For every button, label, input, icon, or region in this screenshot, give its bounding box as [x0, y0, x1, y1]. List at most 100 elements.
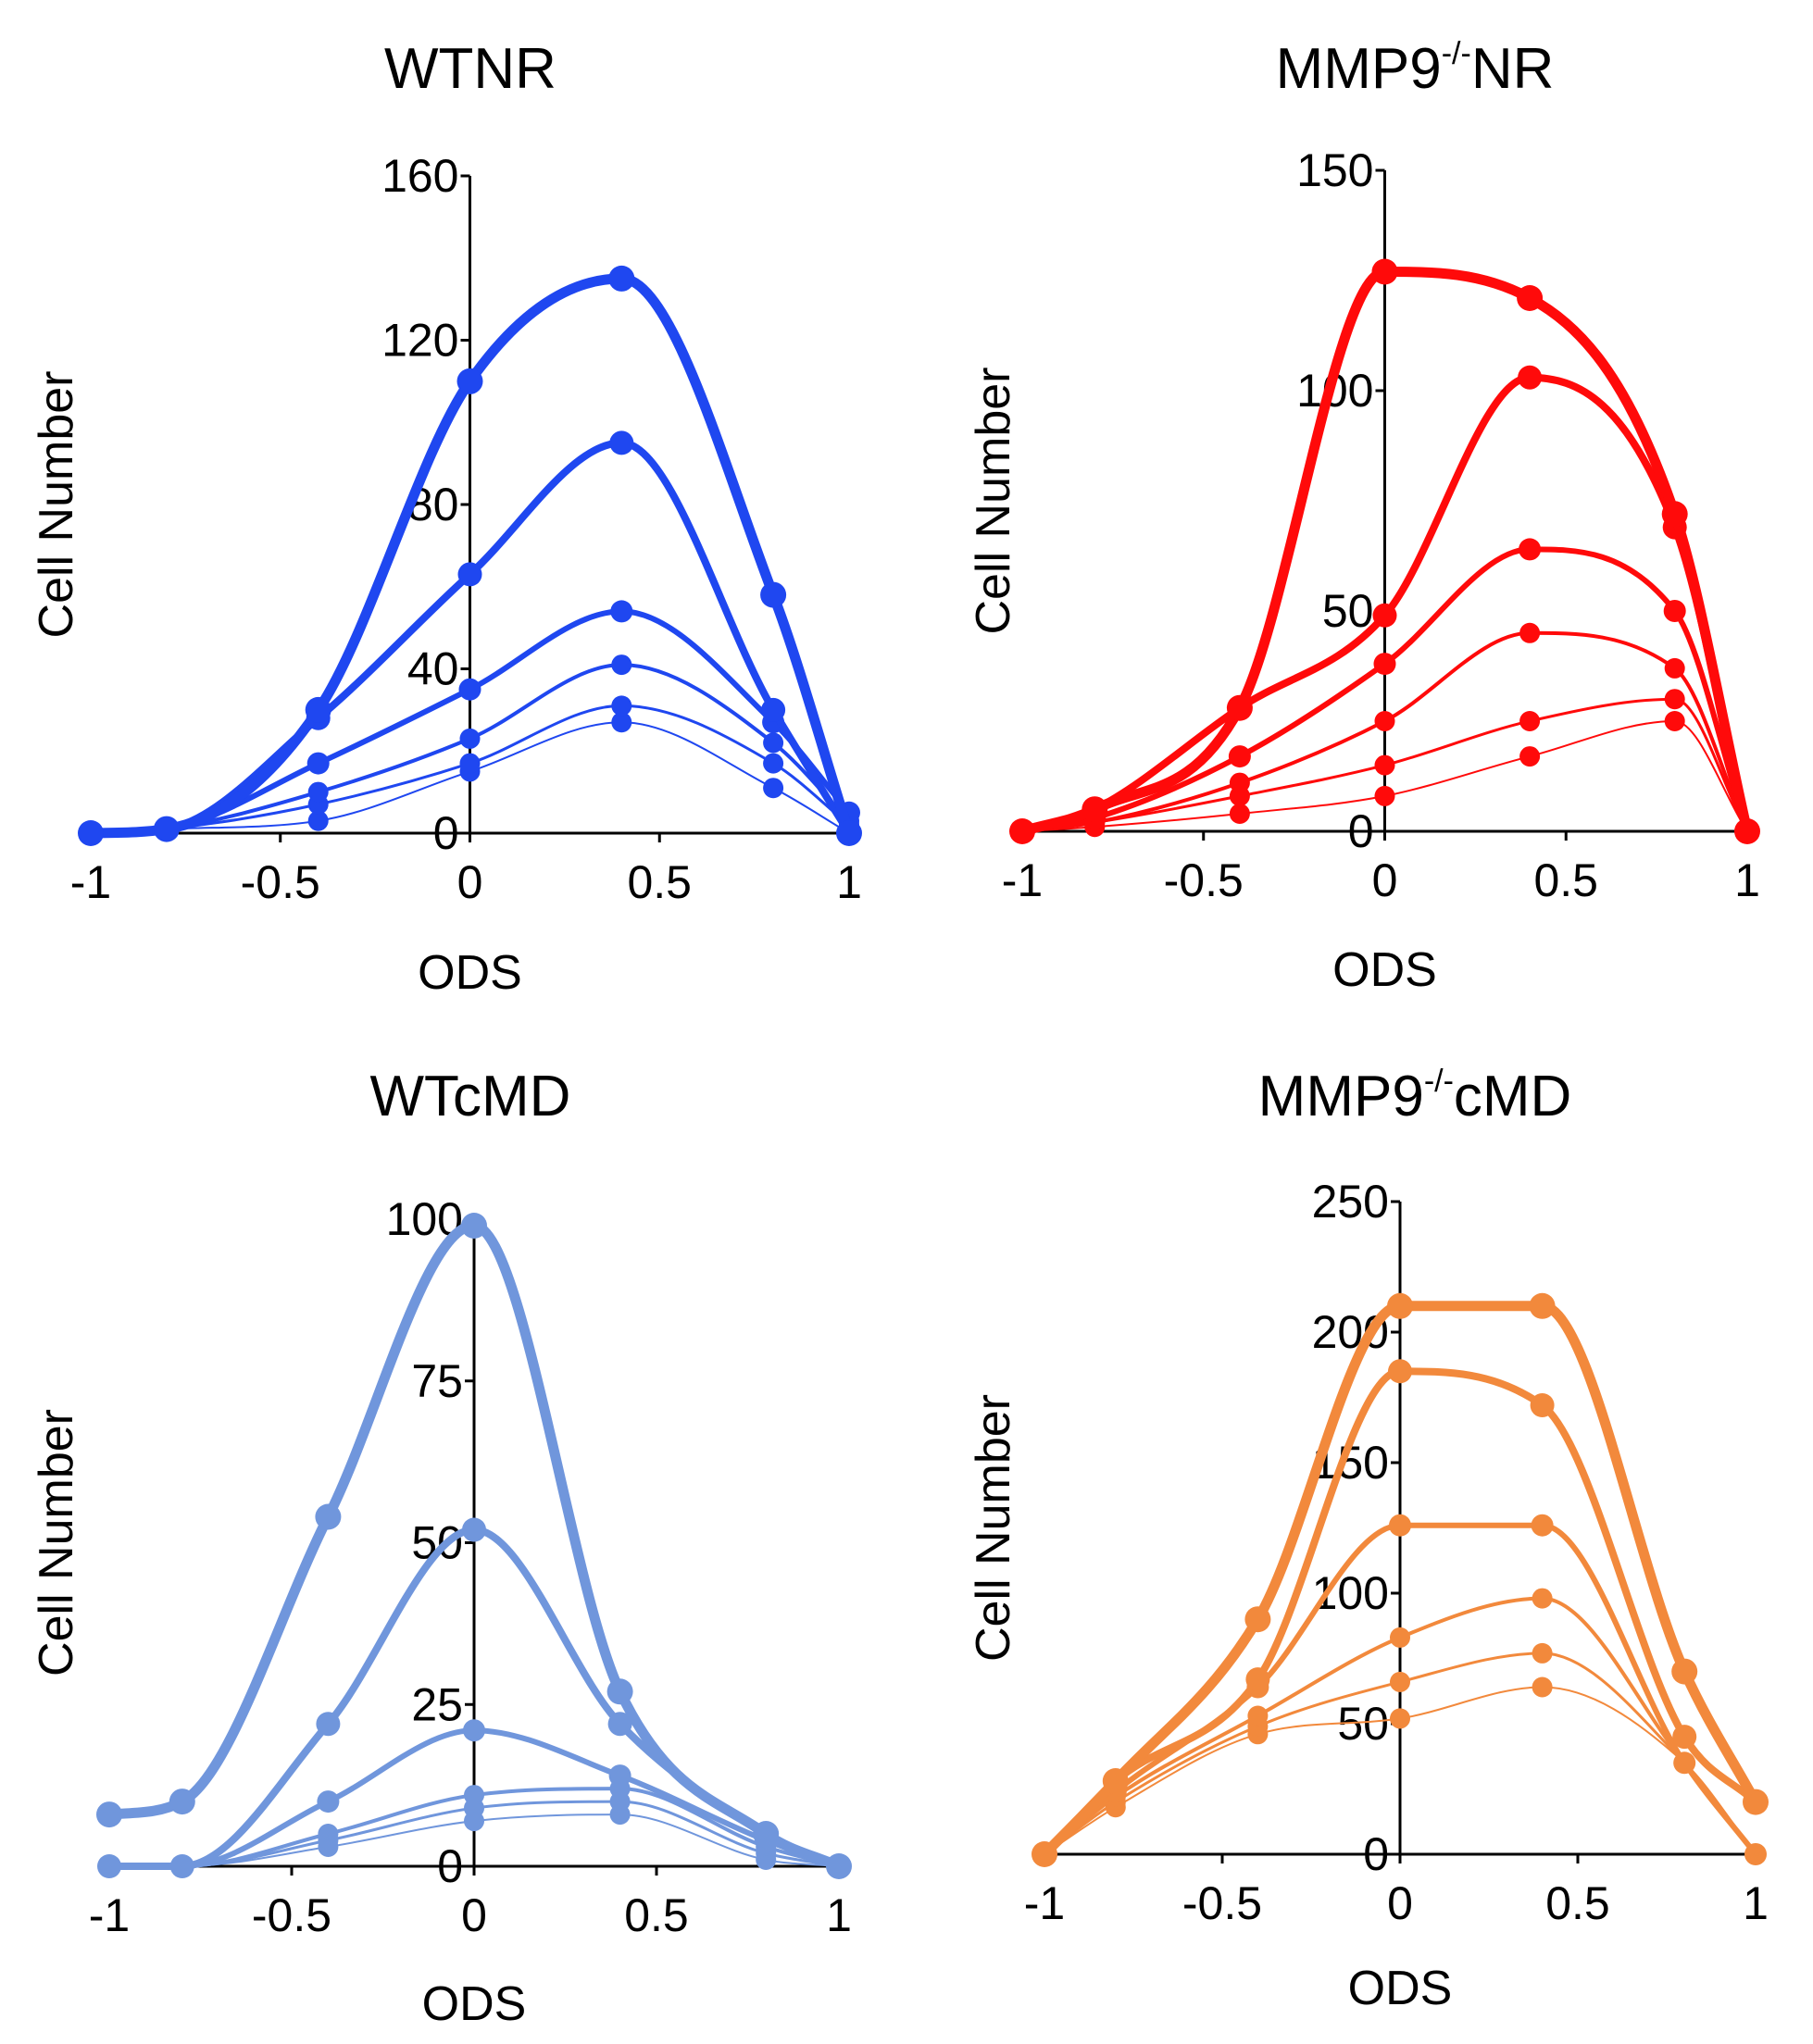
x-tick-label: -0.5: [252, 1889, 331, 1941]
data-point-series-3: [1389, 1514, 1411, 1537]
data-point-series-6: [1374, 785, 1395, 806]
x-tick-label: -0.5: [1164, 854, 1244, 906]
data-point-series-5: [611, 695, 632, 717]
x-tick-label: 0: [461, 1889, 487, 1941]
data-point-series-1: [1009, 818, 1035, 844]
y-axis-label: Cell Number: [967, 368, 1020, 635]
chart-panel-mmp9cmd: MMP9-/-cMD-1 -0.5 0 0.5 1050100150200250ODSC…: [967, 1064, 1769, 2015]
data-point-series-5: [1664, 689, 1685, 710]
data-point-series-1: [753, 1821, 780, 1847]
data-point-series-1: [760, 581, 787, 608]
data-point-series-1: [1082, 796, 1108, 823]
data-point-series-6: [1519, 746, 1541, 767]
y-tick-label: 100: [1312, 1567, 1389, 1619]
chart-title: MMP9-/-NR: [1276, 36, 1555, 101]
data-point-series-6: [763, 778, 784, 799]
chart-title-suffix: cMD: [1454, 1065, 1571, 1128]
y-tick-label: 75: [411, 1355, 463, 1407]
data-point-series-3: [463, 1719, 485, 1742]
chart-title-main: MMP9: [1258, 1065, 1424, 1128]
data-point-series-1: [1661, 501, 1688, 528]
x-tick-label: 1: [826, 1889, 852, 1941]
y-tick-label: 0: [433, 807, 459, 859]
data-point-series-5: [1390, 1671, 1410, 1692]
data-point-series-1: [1671, 1658, 1698, 1685]
data-point-series-2: [761, 697, 786, 722]
data-point-series-5: [1532, 1642, 1553, 1664]
data-point-series-5: [459, 753, 481, 774]
x-axis-label: ODS: [1348, 1962, 1453, 2015]
data-point-series-1: [1734, 818, 1760, 844]
data-point-series-3: [1373, 653, 1396, 676]
chart-title: WTNR: [384, 37, 556, 101]
data-point-series-1: [1529, 1292, 1556, 1319]
y-axis-label: Cell Number: [967, 1394, 1020, 1662]
x-tick-label: 1: [836, 856, 862, 908]
data-point-series-1: [1743, 1788, 1769, 1815]
y-tick-label: 120: [381, 315, 458, 367]
data-point-series-1: [1244, 1606, 1271, 1633]
data-point-series-3: [1744, 1843, 1767, 1865]
y-axis-label: Cell Number: [30, 1409, 83, 1676]
data-point-series-1: [1371, 258, 1398, 285]
data-point-series-3: [610, 600, 633, 623]
data-point-series-1: [1102, 1768, 1129, 1794]
data-point-series-2: [1518, 365, 1543, 390]
y-tick-label: 0: [437, 1840, 463, 1892]
data-point-series-3: [317, 1790, 340, 1813]
data-point-series-1: [315, 1503, 342, 1530]
data-point-series-1: [305, 696, 331, 723]
y-tick-label: 50: [411, 1517, 463, 1569]
data-point-series-1: [169, 1788, 195, 1815]
data-point-series-2: [609, 430, 634, 455]
data-point-series-4: [318, 1824, 339, 1844]
data-point-series-3: [1663, 600, 1686, 622]
data-point-series-1: [606, 1678, 633, 1705]
data-point-series-3: [1673, 1751, 1696, 1775]
data-point-series-4: [1519, 622, 1541, 643]
data-point-series-3: [1531, 1514, 1554, 1537]
data-point-series-1: [96, 1801, 122, 1828]
y-tick-label: 0: [1348, 805, 1374, 857]
x-tick-label: -1: [1024, 1877, 1065, 1929]
y-tick-label: 160: [381, 150, 458, 202]
data-point-series-6: [611, 712, 632, 733]
data-point-series-4: [1390, 1626, 1410, 1648]
x-tick-label: -1: [89, 1889, 130, 1941]
x-axis-label: ODS: [418, 946, 522, 1000]
chart-title-superscript: -/-: [1442, 36, 1471, 71]
data-point-series-4: [459, 728, 481, 749]
data-point-series-2: [1245, 1667, 1270, 1692]
data-point-series-3: [306, 752, 330, 775]
data-point-series-1: [608, 265, 635, 292]
x-axis-label: ODS: [422, 1977, 527, 2031]
x-tick-label: -1: [1002, 854, 1043, 906]
x-tick-label: 0.5: [624, 1889, 689, 1941]
data-point-series-6: [1229, 804, 1250, 824]
y-tick-label: 50: [1322, 585, 1374, 637]
data-point-series-1: [153, 816, 180, 842]
data-point-series-4: [611, 654, 632, 676]
data-point-series-2: [316, 1712, 341, 1737]
data-point-series-4: [1229, 772, 1250, 793]
data-point-series-6: [1664, 711, 1685, 731]
data-point-series-2: [97, 1854, 121, 1878]
data-point-series-1: [78, 820, 104, 846]
x-tick-label: -0.5: [241, 856, 320, 908]
data-point-series-2: [1388, 1359, 1412, 1384]
y-tick-label: 40: [407, 643, 459, 695]
chart-title-superscript: -/-: [1424, 1064, 1454, 1099]
data-point-series-1: [456, 368, 483, 394]
data-point-series-2: [1672, 1725, 1697, 1750]
data-point-series-2: [607, 1712, 632, 1737]
y-tick-label: 25: [411, 1678, 463, 1730]
data-point-series-4: [307, 781, 329, 803]
x-tick-label: 0: [457, 856, 483, 908]
x-tick-label: 0.5: [627, 856, 692, 908]
chart-title-main: MMP9: [1276, 37, 1442, 101]
data-point-series-1: [1387, 1292, 1413, 1319]
